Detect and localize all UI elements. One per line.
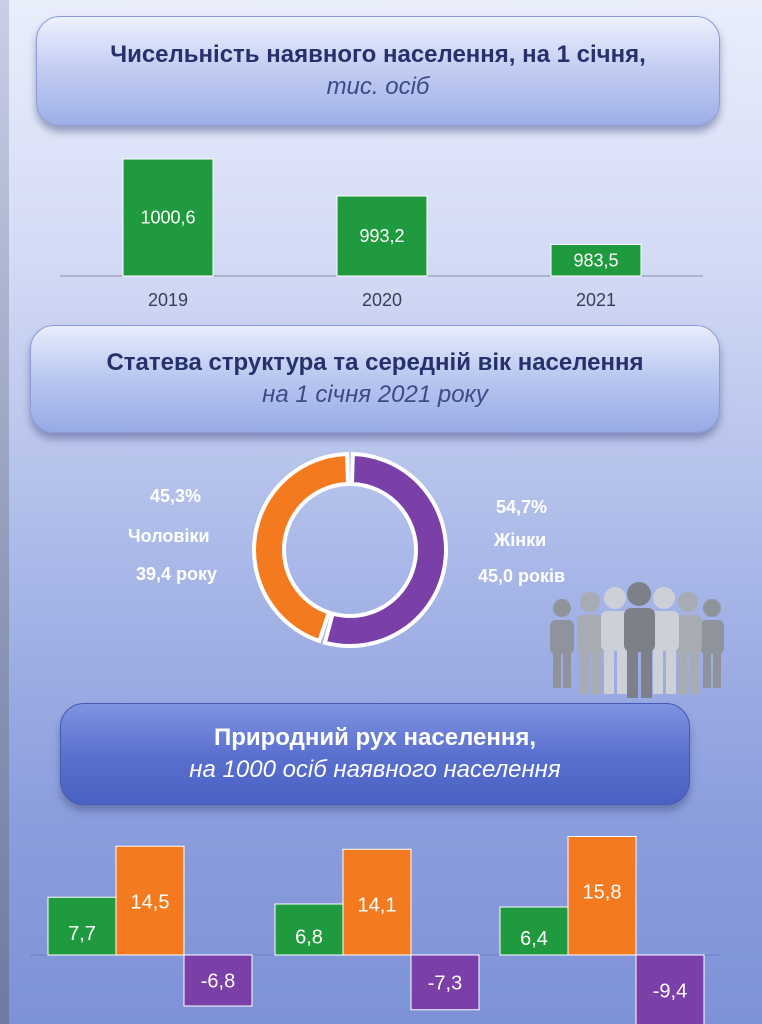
natural-value-label: 6,8 <box>295 927 323 949</box>
natural-value-label: -7,3 <box>428 972 462 994</box>
population-value-label: 1000,6 <box>140 208 195 228</box>
natural-value-label: -9,4 <box>653 980 687 1002</box>
population-subtitle: тис. осіб <box>326 73 430 100</box>
population-title-banner: Чисельність наявного населення, на 1 січ… <box>36 16 720 126</box>
deaths-bar <box>115 845 185 956</box>
natural-value-label: 15,8 <box>583 882 622 904</box>
women-percent: 54,7% <box>496 497 548 517</box>
population-year-label: 2020 <box>362 290 402 310</box>
population-year-label: 2021 <box>576 290 616 310</box>
natural-movement-title-banner: Природний рух населення, на 1000 осіб на… <box>60 703 690 805</box>
natural-value-label: 7,7 <box>68 923 96 945</box>
men-slice <box>252 451 351 644</box>
population-bar <box>336 195 428 277</box>
population-value-label: 993,2 <box>359 226 404 246</box>
gender-donut-chart <box>252 451 448 648</box>
natural-value-label: 6,4 <box>520 928 548 950</box>
population-value-label: 983,5 <box>573 250 618 270</box>
men-age: 39,4 року <box>136 564 218 584</box>
gender-title: Статева структура та середній вік населе… <box>106 349 644 376</box>
women-slice <box>322 451 448 648</box>
births-bar <box>274 903 344 956</box>
men-label: Чоловіки <box>128 526 210 546</box>
people-group-icon <box>550 582 724 698</box>
gender-subtitle: на 1 січня 2021 року <box>262 381 488 408</box>
population-bar-chart: 1000,6 2019 993,2 2020 983,5 2021 <box>60 158 703 310</box>
births-bar <box>47 896 117 956</box>
natural-value-label: 14,1 <box>358 894 397 916</box>
population-title: Чисельність наявного населення, на 1 січ… <box>110 41 646 68</box>
men-percent: 45,3% <box>150 486 202 506</box>
natural-movement-bar-chart: 7,7 14,5 -6,8 6,8 14,1 -7,3 6,4 15,8 -9,4 <box>30 836 720 1024</box>
natural-change-bar <box>183 954 253 1007</box>
natural-change-bar <box>635 954 705 1024</box>
natural-value-label: -6,8 <box>201 971 235 993</box>
deaths-bar <box>342 848 412 956</box>
gender-title-banner: Статева структура та середній вік населе… <box>30 325 720 433</box>
births-bar <box>499 906 569 956</box>
population-bar <box>550 244 642 277</box>
natural-subtitle: на 1000 осіб наявного населення <box>189 756 561 783</box>
deaths-bar <box>567 836 637 956</box>
women-age: 45,0 років <box>478 566 566 586</box>
population-year-label: 2019 <box>148 290 188 310</box>
population-bar <box>122 158 214 277</box>
natural-title: Природний рух населення, <box>213 724 537 751</box>
left-edge-strip <box>0 0 9 1024</box>
natural-change-bar <box>410 954 480 1011</box>
natural-value-label: 14,5 <box>131 891 170 913</box>
women-label: Жінки <box>494 530 547 550</box>
